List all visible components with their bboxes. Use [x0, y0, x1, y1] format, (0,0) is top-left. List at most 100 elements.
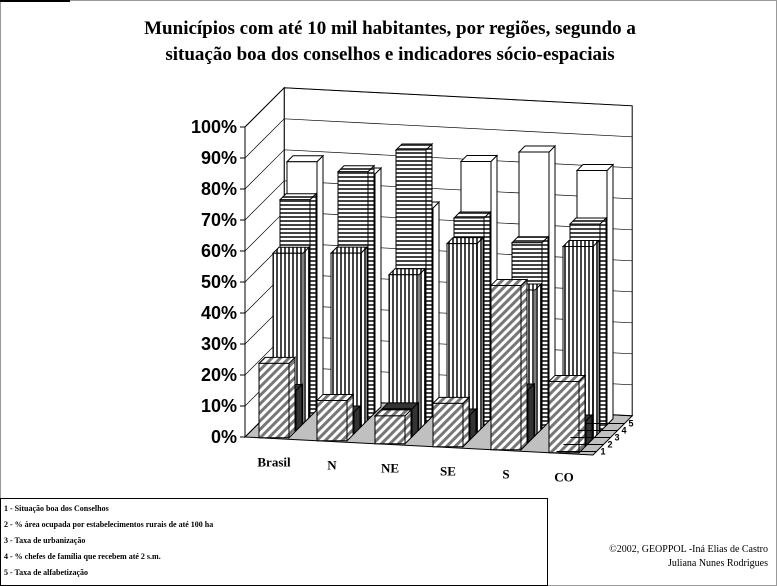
bar-side	[418, 267, 426, 431]
bar-side	[288, 356, 296, 439]
bar	[445, 236, 485, 434]
x-tick-label: Brasil	[257, 455, 291, 470]
grid-line	[244, 87, 633, 128]
legend-entry: 3 - Taxa de urbanização	[4, 536, 85, 545]
depth-label: 3	[615, 433, 620, 443]
credit: Juliana Nunes Rodrigues	[668, 558, 768, 569]
bar-front	[432, 402, 464, 448]
bar-top	[575, 164, 615, 172]
bar-side	[462, 396, 470, 448]
x-tick-label: CO	[554, 470, 574, 485]
legend-box	[0, 498, 548, 586]
depth-label: 2	[608, 440, 613, 450]
bar-front	[316, 399, 348, 442]
bar-side	[367, 164, 375, 421]
bar-side	[432, 200, 440, 417]
bar-top	[257, 356, 297, 364]
bar-side	[592, 239, 600, 440]
y-tick-label: 80%	[201, 179, 237, 199]
bar-front	[446, 243, 478, 434]
bar-top	[336, 165, 376, 173]
legend-entry: 5 - Taxa de alfabetização	[4, 568, 88, 577]
bar	[329, 245, 369, 428]
y-tick-label: 50%	[201, 272, 237, 292]
y-tick-label: 60%	[201, 241, 237, 261]
bar-top	[459, 154, 499, 162]
bar	[257, 356, 297, 439]
bar-top	[452, 211, 492, 219]
bar-side	[302, 246, 310, 425]
chart-title: Municípios com até 10 mil habitantes, po…	[144, 18, 636, 39]
bar-top	[315, 393, 355, 401]
bar-side	[360, 245, 368, 428]
bar	[387, 267, 427, 431]
bar-top	[489, 278, 529, 286]
legend-entry: 1 - Situação boa dos Conselhos	[4, 504, 109, 513]
bar	[431, 396, 471, 448]
bar-top	[547, 374, 587, 382]
bar-side	[476, 236, 484, 434]
bar-side	[483, 210, 491, 427]
bar-top	[387, 268, 427, 276]
grid-line	[244, 149, 633, 190]
bar-top	[561, 240, 601, 248]
x-tick-label: SE	[440, 464, 456, 479]
grid-line	[244, 118, 633, 159]
bar-top	[329, 246, 369, 254]
bar-side	[520, 278, 528, 451]
bar-side	[295, 383, 303, 432]
bar	[373, 408, 413, 445]
bar-front	[374, 415, 406, 445]
bar-side	[606, 163, 614, 426]
credit: ©2002, GEOPPOL -Iná Elias de Castro	[609, 544, 768, 555]
bar-side	[578, 374, 586, 454]
bar-side	[534, 282, 542, 437]
bar-top	[431, 396, 471, 404]
x-tick-label: NE	[381, 461, 399, 476]
bar-side	[316, 154, 324, 411]
bar-side	[599, 216, 607, 433]
bar-top	[510, 236, 550, 244]
chart-title: situação boa dos conselhos e indicadores…	[165, 44, 614, 65]
bar-side	[527, 382, 535, 444]
bar	[315, 393, 355, 442]
bar-top	[517, 145, 557, 153]
legend-entry: 2 - % área ocupada por estabelecimentos …	[4, 520, 213, 529]
depth-label: 4	[622, 426, 627, 436]
bar-front	[388, 274, 420, 431]
legend-entry: 4 - % chefes de família que recebem até …	[4, 552, 161, 561]
x-tick-label: S	[502, 467, 509, 482]
bar-side	[425, 142, 433, 424]
depth-label: 5	[629, 419, 634, 429]
bar-front	[548, 380, 580, 454]
y-tick-label: 90%	[201, 148, 237, 168]
bar-top	[445, 237, 485, 245]
y-tick-label: 40%	[201, 303, 237, 323]
bar-front	[258, 362, 290, 439]
bar-side	[309, 192, 317, 418]
bar-side	[346, 393, 354, 442]
bar-front	[330, 252, 362, 428]
y-tick-label: 70%	[201, 210, 237, 230]
x-tick-label: N	[327, 458, 337, 473]
bar	[489, 278, 529, 451]
bar-top	[271, 246, 311, 254]
bar-top	[278, 193, 318, 201]
grid-line	[244, 180, 633, 221]
bar-top	[285, 155, 325, 163]
bar-side	[541, 235, 549, 430]
depth-label: 1	[601, 447, 606, 457]
bar-side	[374, 166, 382, 414]
y-tick-label: 30%	[201, 334, 237, 354]
y-tick-label: 10%	[201, 396, 237, 416]
y-tick-label: 20%	[201, 365, 237, 385]
bar	[547, 374, 587, 454]
bar-top	[568, 217, 608, 225]
bar-front	[490, 284, 522, 451]
y-tick-label: 100%	[191, 117, 237, 137]
bar-top	[373, 409, 413, 417]
bar-top	[394, 143, 434, 151]
y-tick-label: 0%	[211, 427, 237, 447]
bar-top	[380, 402, 420, 410]
